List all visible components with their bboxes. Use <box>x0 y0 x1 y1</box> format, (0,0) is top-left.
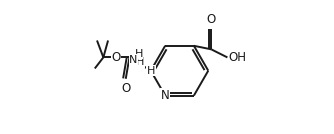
Text: O: O <box>112 51 121 64</box>
Text: H: H <box>135 49 143 59</box>
Text: N: N <box>161 89 170 102</box>
Text: O: O <box>206 13 216 26</box>
Text: H: H <box>136 57 145 67</box>
Text: N: N <box>129 55 138 65</box>
Text: O: O <box>121 82 130 95</box>
Text: H: H <box>147 66 155 76</box>
Text: OH: OH <box>228 51 246 64</box>
